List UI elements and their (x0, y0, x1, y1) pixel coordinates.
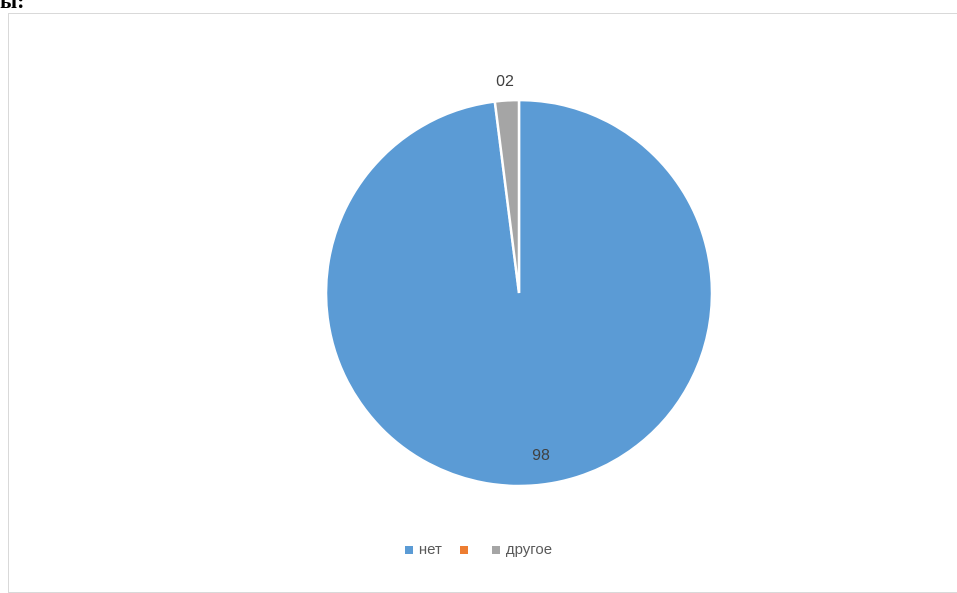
legend-item-нет: нет (404, 541, 442, 558)
pie-slice-другое (493, 98, 521, 294)
legend-item-другое: другое (491, 541, 553, 558)
legend-item-series-1 (459, 545, 474, 554)
legend: нет другое (0, 541, 957, 558)
legend-swatch (491, 545, 500, 554)
data-label-другое: 02 (496, 73, 514, 90)
page-text-fragment: ы: (0, 0, 25, 13)
legend-swatch (404, 545, 413, 554)
legend-swatch (459, 545, 468, 554)
data-label-нет: 98 (532, 447, 550, 464)
legend-label: другое (505, 541, 553, 558)
legend-label: нет (418, 541, 442, 558)
